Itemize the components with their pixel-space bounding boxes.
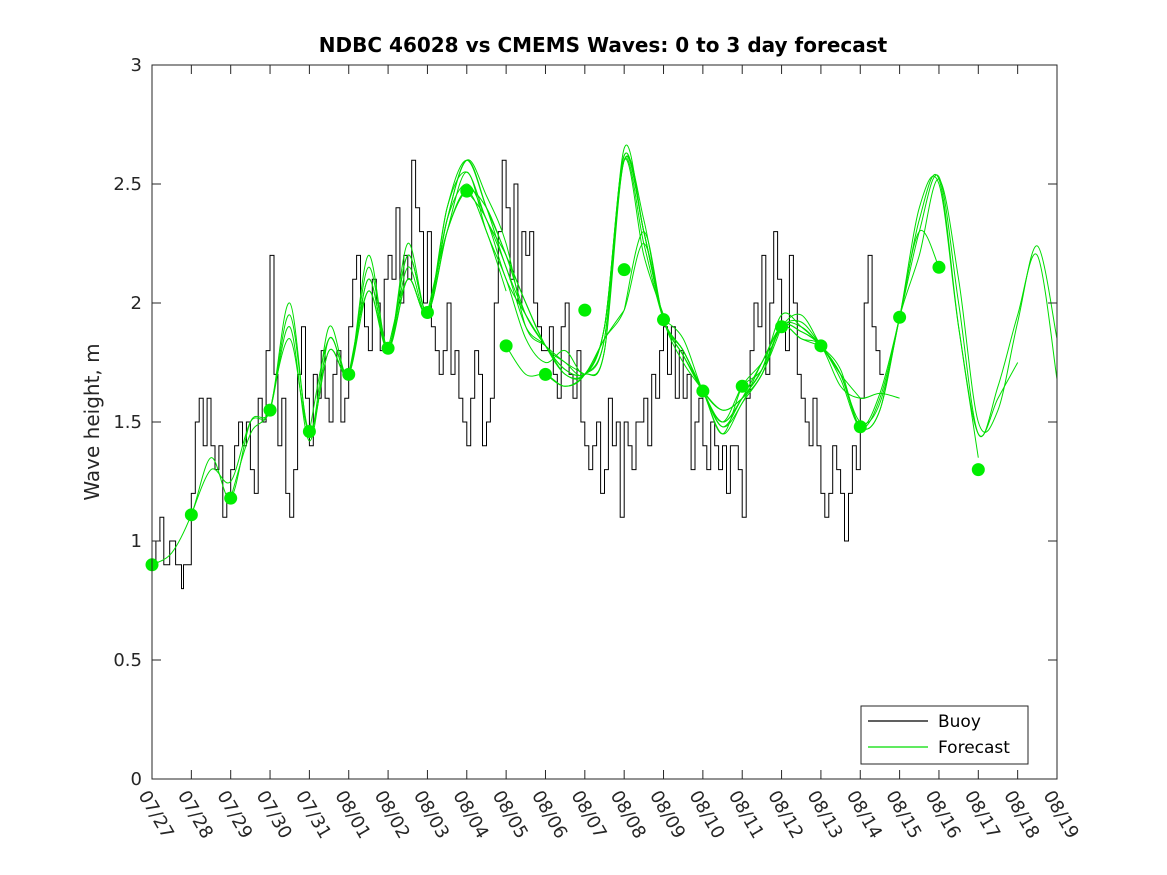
x-tick-label: 07/31 [291,787,335,842]
x-tick-label: 08/16 [921,787,965,842]
forecast-series-group [151,144,1058,566]
forecast-point [263,403,277,417]
x-tick-label: 08/14 [842,787,886,842]
y-tick-label: 0.5 [113,650,142,671]
x-tick-label: 08/08 [606,787,650,842]
forecast-point [538,367,552,381]
plot-background [152,65,1057,779]
legend-label-buoy: Buoy [938,712,981,732]
y-axis-label: Wave height, m [80,343,104,500]
legend-label-forecast: Forecast [938,738,1010,758]
x-tick-label: 08/11 [724,787,768,842]
x-tick-label: 08/03 [409,787,453,842]
forecast-point [381,341,395,355]
x-tick-label: 07/29 [212,787,256,842]
x-tick-label: 08/06 [527,787,571,842]
forecast-point [499,339,513,353]
y-tick-label: 3 [131,55,142,76]
x-tick-label: 08/13 [803,787,847,842]
forecast-point [657,313,671,327]
forecast-point [302,425,316,439]
forecast-point [893,310,907,324]
forecast-line-16 [741,178,1058,433]
forecast-point [932,260,946,274]
x-tick-label: 07/30 [252,787,296,842]
forecast-point [696,384,710,398]
forecast-point [342,367,356,381]
y-tick-label: 2 [131,293,142,314]
legend-box [860,705,1029,765]
forecast-point [971,463,985,477]
forecast-line-4 [269,171,625,433]
y-tick-label: 1.5 [113,412,142,433]
forecast-line-14 [663,175,1019,437]
y-tick-label: 2.5 [113,174,142,195]
forecast-point [420,306,434,320]
forecast-point [184,508,198,522]
x-tick-label: 08/15 [881,787,925,842]
forecast-point [617,263,631,277]
x-tick-label: 08/01 [330,787,374,842]
y-axis: 0 0.5 1 1.5 2 2.5 3 [113,55,1057,790]
forecast-point [775,320,789,334]
forecast-point [224,491,238,505]
x-tick-label: 08/17 [960,787,1004,842]
forecast-point [853,420,867,434]
x-tick-label: 08/05 [488,787,532,842]
legend: Buoy Forecast [860,705,1029,765]
forecast-points-group [145,184,985,572]
plot-area [145,64,1058,780]
x-tick-label: 08/07 [566,787,610,842]
x-tick-label: 08/02 [370,787,414,842]
x-tick-label: 07/27 [134,787,178,842]
x-tick-label: 08/19 [1039,787,1083,842]
y-tick-label: 0 [131,769,142,790]
x-tick-label: 08/12 [763,787,807,842]
forecast-point [735,379,749,393]
forecast-point [814,339,828,353]
forecast-point [578,303,592,317]
x-tick-label: 08/18 [999,787,1043,842]
forecast-point [460,184,474,198]
x-tick-label: 08/10 [685,787,729,842]
x-tick-label: 07/28 [173,787,217,842]
y-tick-label: 1 [131,531,142,552]
chart-title: NDBC 46028 vs CMEMS Waves: 0 to 3 day fo… [319,33,888,57]
x-tick-label: 08/04 [448,787,492,842]
x-tick-label: 08/09 [645,787,689,842]
